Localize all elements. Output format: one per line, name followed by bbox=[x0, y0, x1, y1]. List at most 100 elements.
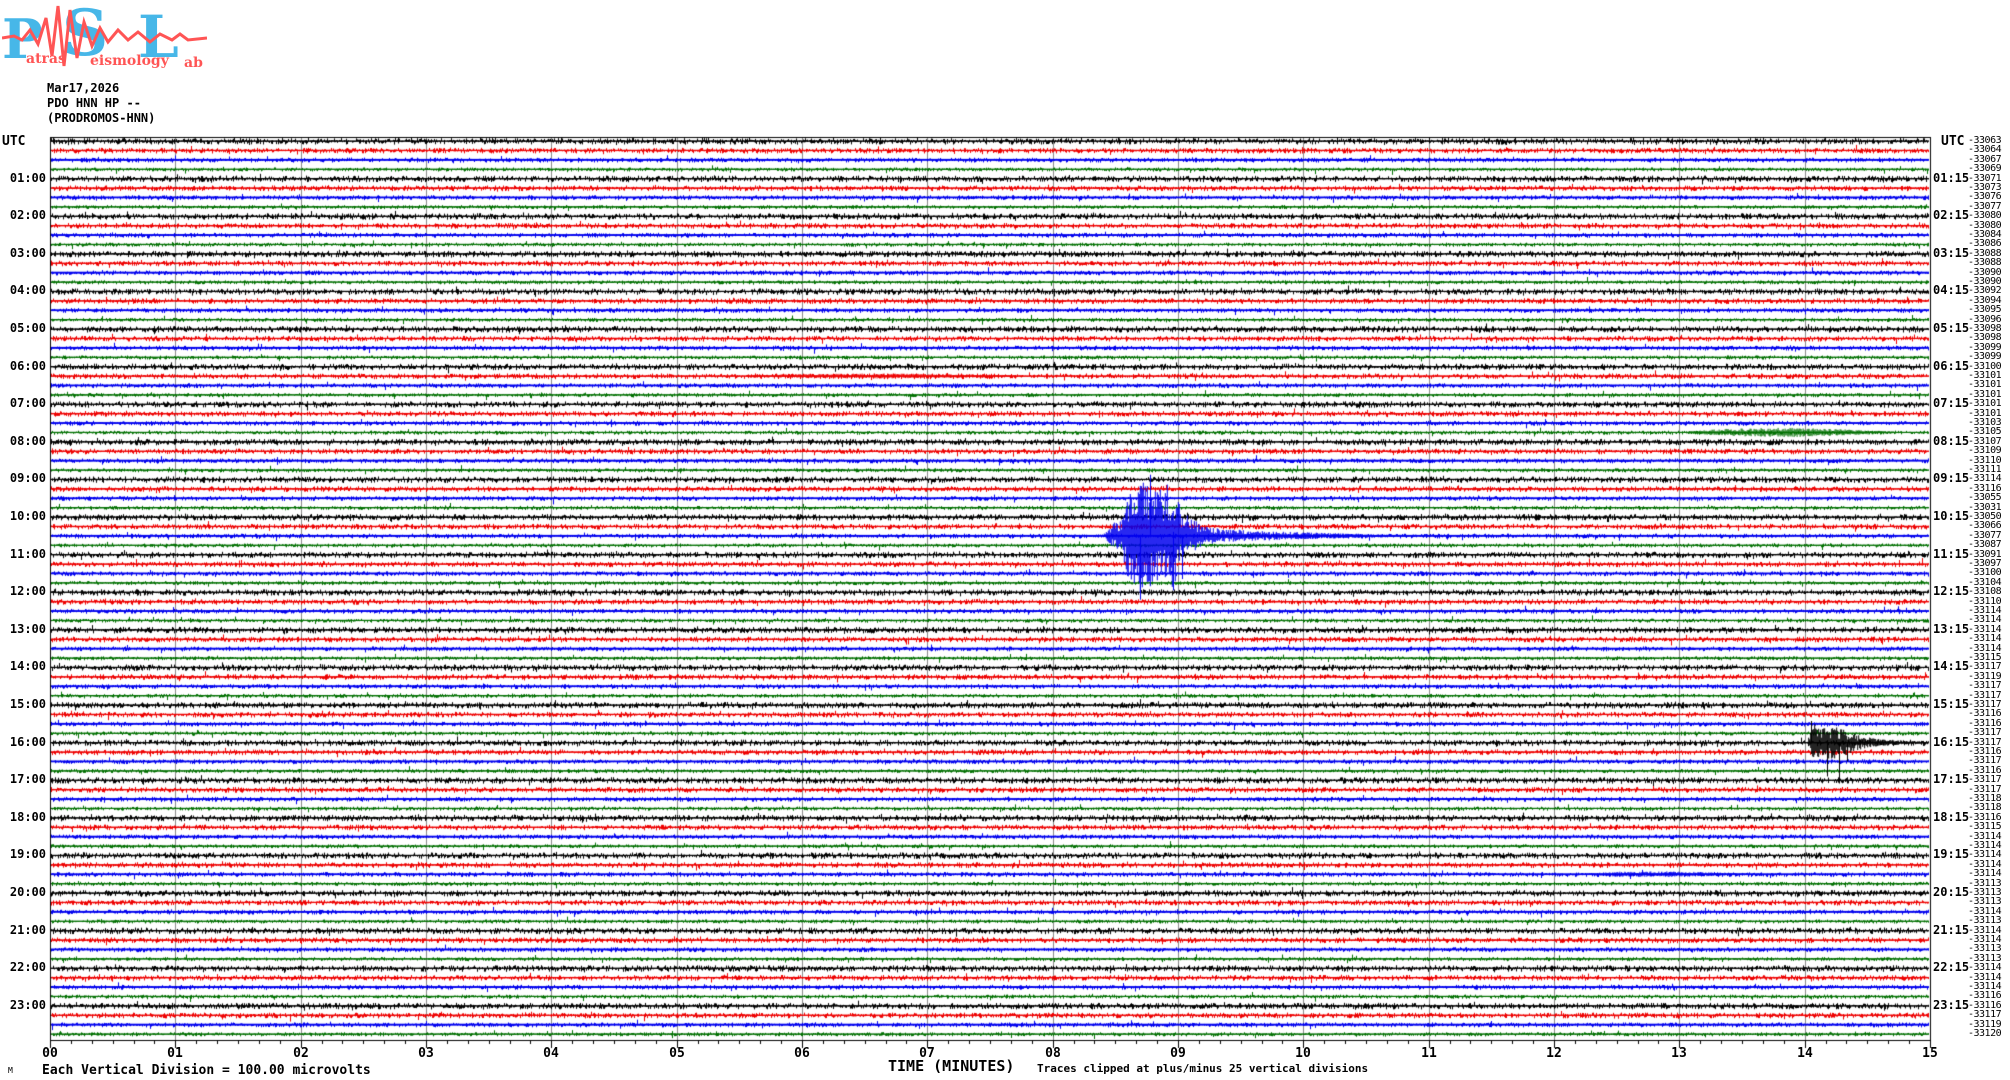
trace-offset-value: -33076 bbox=[1968, 191, 2002, 202]
trace-offset-value: -33109 bbox=[1968, 445, 2002, 456]
right-hour-label: 07:15 bbox=[1933, 396, 1970, 410]
x-tick-label: 13 bbox=[1671, 1046, 1687, 1061]
trace-offset-value: -33114 bbox=[1968, 934, 2002, 945]
trace-offset-value: -33114 bbox=[1968, 972, 2002, 983]
x-tick-label: 10 bbox=[1295, 1046, 1311, 1061]
trace-offset-value: -33111 bbox=[1968, 464, 2002, 475]
trace-offset-value: -33113 bbox=[1968, 896, 2002, 907]
trace-offset-value: -33114 bbox=[1968, 868, 2002, 879]
left-hour-label: 08:00 bbox=[9, 434, 46, 448]
right-hour-label: 11:15 bbox=[1933, 547, 1970, 561]
trace-offset-value: -33114 bbox=[1968, 605, 2002, 616]
right-hour-label: 05:15 bbox=[1933, 321, 1970, 335]
left-hour-label: 06:00 bbox=[9, 359, 46, 373]
left-hour-label: 13:00 bbox=[9, 622, 46, 636]
trace-offset-value: -33114 bbox=[1968, 859, 2002, 870]
right-hour-label: 20:15 bbox=[1933, 885, 1970, 899]
left-hour-label: 09:00 bbox=[9, 471, 46, 485]
right-hour-label: 17:15 bbox=[1933, 772, 1970, 786]
trace-offset-value: -33117 bbox=[1968, 755, 2002, 766]
x-tick-label: 08 bbox=[1045, 1046, 1061, 1061]
scale-note: Each Vertical Division = 100.00 microvol… bbox=[42, 1063, 371, 1078]
trace-offset-value: -33110 bbox=[1968, 596, 2002, 607]
trace-offset-value: -33100 bbox=[1968, 567, 2002, 578]
trace-offset-value: -33077 bbox=[1968, 201, 2002, 212]
trace-offset-value: -33088 bbox=[1968, 257, 2002, 268]
right-hour-label: 15:15 bbox=[1933, 697, 1970, 711]
left-hour-label: 07:00 bbox=[9, 396, 46, 410]
x-tick-label: 05 bbox=[669, 1046, 685, 1061]
x-tick-label: 14 bbox=[1797, 1046, 1813, 1061]
left-hour-label: 19:00 bbox=[9, 847, 46, 861]
trace-offset-value: -33116 bbox=[1968, 708, 2002, 719]
trace-offset-value: -33084 bbox=[1968, 229, 2002, 240]
right-hour-label: 02:15 bbox=[1933, 208, 1970, 222]
trace-offset-value: -33050 bbox=[1968, 511, 2002, 522]
trace-offset-value: -33103 bbox=[1968, 417, 2002, 428]
left-hour-label: 04:00 bbox=[9, 283, 46, 297]
right-hour-label: 10:15 bbox=[1933, 509, 1970, 523]
trace-offset-value: -33119 bbox=[1968, 671, 2002, 682]
trace-offset-value: -33114 bbox=[1968, 906, 2002, 917]
left-hour-label: 22:00 bbox=[9, 960, 46, 974]
trace-offset-value: -33110 bbox=[1968, 455, 2002, 466]
trace-offset-value: -33117 bbox=[1968, 699, 2002, 710]
trace-offset-value: -33116 bbox=[1968, 990, 2002, 1001]
trace-offset-value: -33095 bbox=[1968, 304, 2002, 315]
trace-offset-value: -33116 bbox=[1968, 765, 2002, 776]
x-tick-label: 03 bbox=[418, 1046, 434, 1061]
x-tick-label: 12 bbox=[1546, 1046, 1562, 1061]
left-hour-label: 20:00 bbox=[9, 885, 46, 899]
trace-offset-value: -33099 bbox=[1968, 342, 2002, 353]
right-hour-label: 22:15 bbox=[1933, 960, 1970, 974]
trace-offset-value: -33115 bbox=[1968, 652, 2002, 663]
trace-offset-value: -33114 bbox=[1968, 981, 2002, 992]
trace-offset-value: -33086 bbox=[1968, 238, 2002, 249]
right-hour-label: 01:15 bbox=[1933, 171, 1970, 185]
trace-offset-value: -33114 bbox=[1968, 473, 2002, 484]
trace-offset-value: -33080 bbox=[1968, 220, 2002, 231]
trace-offset-value: -33115 bbox=[1968, 821, 2002, 832]
right-hour-label: 14:15 bbox=[1933, 659, 1970, 673]
x-tick-label: 15 bbox=[1922, 1046, 1938, 1061]
trace-offset-value: -33092 bbox=[1968, 285, 2002, 296]
trace-offset-value: -33087 bbox=[1968, 539, 2002, 550]
trace-offset-value: -33080 bbox=[1968, 210, 2002, 221]
trace-offset-value: -33096 bbox=[1968, 314, 2002, 325]
trace-offset-value: -33114 bbox=[1968, 925, 2002, 936]
trace-offset-value: -33107 bbox=[1968, 436, 2002, 447]
trace-offset-value: -33067 bbox=[1968, 154, 2002, 165]
trace-offset-value: -33088 bbox=[1968, 248, 2002, 259]
trace-offset-value: -33117 bbox=[1968, 1009, 2002, 1020]
trace-offset-value: -33098 bbox=[1968, 323, 2002, 334]
trace-offset-value: -33063 bbox=[1968, 135, 2002, 146]
trace-offset-value: -33105 bbox=[1968, 426, 2002, 437]
trace-offset-value: -33114 bbox=[1968, 624, 2002, 635]
trace-offset-value: -33101 bbox=[1968, 370, 2002, 381]
trace-offset-value: -33073 bbox=[1968, 182, 2002, 193]
trace-offset-value: -33113 bbox=[1968, 953, 2002, 964]
trace-offset-value: -33069 bbox=[1968, 163, 2002, 174]
trace-offset-value: -33118 bbox=[1968, 802, 2002, 813]
trace-offset-value: -33117 bbox=[1968, 690, 2002, 701]
trace-offset-value: -33101 bbox=[1968, 398, 2002, 409]
trace-offset-value: -33090 bbox=[1968, 276, 2002, 287]
trace-offset-value: -33100 bbox=[1968, 361, 2002, 372]
trace-offset-value: -33101 bbox=[1968, 379, 2002, 390]
trace-offset-value: -33116 bbox=[1968, 746, 2002, 757]
trace-offset-value: -33118 bbox=[1968, 793, 2002, 804]
right-hour-label: 08:15 bbox=[1933, 434, 1970, 448]
trace-offset-value: -33114 bbox=[1968, 614, 2002, 625]
trace-offset-value: -33031 bbox=[1968, 502, 2002, 513]
left-hour-label: 10:00 bbox=[9, 509, 46, 523]
x-tick-label: 00 bbox=[42, 1046, 58, 1061]
x-tick-label: 09 bbox=[1170, 1046, 1186, 1061]
left-hour-label: 23:00 bbox=[9, 998, 46, 1012]
x-tick-label: 07 bbox=[919, 1046, 935, 1061]
trace-offset-value: -33116 bbox=[1968, 812, 2002, 823]
trace-offset-value: -33117 bbox=[1968, 774, 2002, 785]
trace-offset-value: -33117 bbox=[1968, 737, 2002, 748]
trace-offset-value: -33094 bbox=[1968, 295, 2002, 306]
trace-offset-value: -33099 bbox=[1968, 351, 2002, 362]
